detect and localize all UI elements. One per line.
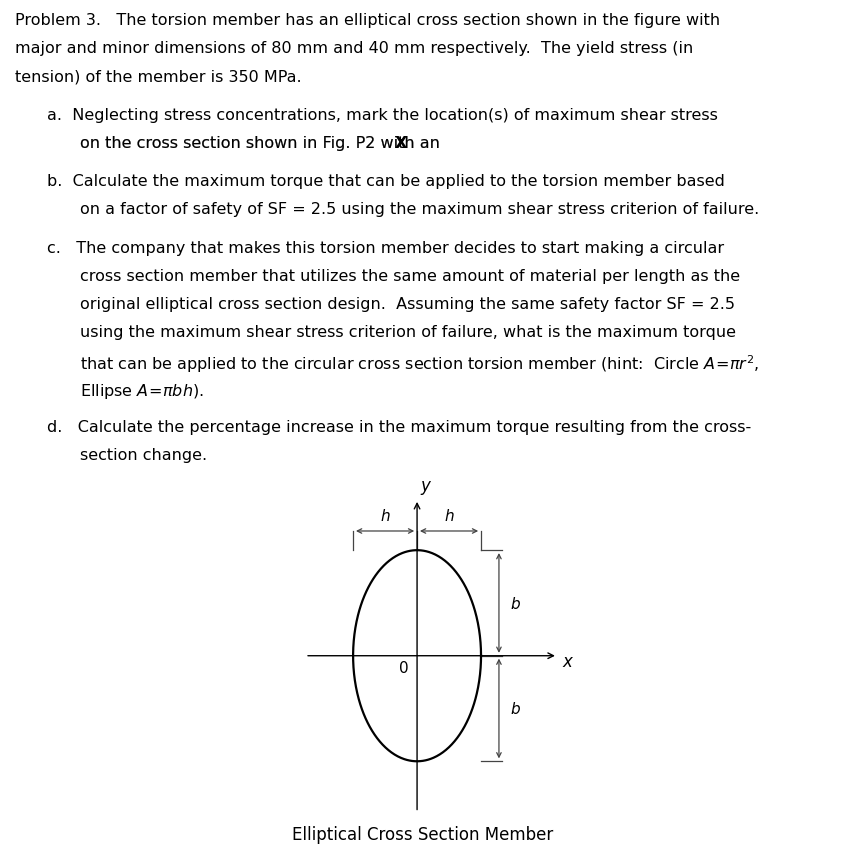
Text: major and minor dimensions of 80 mm and 40 mm respectively.  The yield stress (i: major and minor dimensions of 80 mm and … <box>15 41 694 56</box>
Text: $b$: $b$ <box>510 700 521 717</box>
Text: $x$: $x$ <box>563 652 574 670</box>
Text: d.   Calculate the percentage increase in the maximum torque resulting from the : d. Calculate the percentage increase in … <box>47 420 750 435</box>
Text: Elliptical Cross Section Member: Elliptical Cross Section Member <box>293 825 553 843</box>
Text: section change.: section change. <box>80 448 207 463</box>
Text: b.  Calculate the maximum torque that can be applied to the torsion member based: b. Calculate the maximum torque that can… <box>47 174 724 189</box>
Text: using the maximum shear stress criterion of failure, what is the maximum torque: using the maximum shear stress criterion… <box>80 325 736 340</box>
Text: on the cross section shown in Fig. P2 with an ⁠: on the cross section shown in Fig. P2 wi… <box>80 136 445 151</box>
Text: $y$: $y$ <box>420 479 432 496</box>
Text: cross section member that utilizes the same amount of material per length as the: cross section member that utilizes the s… <box>80 269 740 284</box>
Text: $b$: $b$ <box>510 595 521 612</box>
Text: tension) of the member is 350 MPa.: tension) of the member is 350 MPa. <box>15 69 302 84</box>
Text: on the cross section shown in Fig. P2 with an: on the cross section shown in Fig. P2 wi… <box>80 136 445 151</box>
Text: original elliptical cross section design.  Assuming the same safety factor SF = : original elliptical cross section design… <box>80 297 735 312</box>
Text: c.   The company that makes this torsion member decides to start making a circul: c. The company that makes this torsion m… <box>47 241 723 256</box>
Text: $0$: $0$ <box>398 659 409 676</box>
Text: $h$: $h$ <box>380 508 390 524</box>
Text: Ellipse $A\!=\! \pi bh$).: Ellipse $A\!=\! \pi bh$). <box>80 381 204 400</box>
Text: Problem 3.   The torsion member has an elliptical cross section shown in the fig: Problem 3. The torsion member has an ell… <box>15 13 720 28</box>
Text: on a factor of safety of SF = 2.5 using the maximum shear stress criterion of fa: on a factor of safety of SF = 2.5 using … <box>80 202 760 218</box>
Text: a.  Neglecting stress concentrations, mark the location(s) of maximum shear stre: a. Neglecting stress concentrations, mar… <box>47 107 717 123</box>
Text: X: X <box>80 136 408 151</box>
Text: on the cross section shown in Fig. P2 with an: on the cross section shown in Fig. P2 wi… <box>80 136 445 151</box>
Text: $h$: $h$ <box>444 508 454 524</box>
Text: that can be applied to the circular cross section torsion member (hint:  Circle : that can be applied to the circular cros… <box>80 353 760 374</box>
